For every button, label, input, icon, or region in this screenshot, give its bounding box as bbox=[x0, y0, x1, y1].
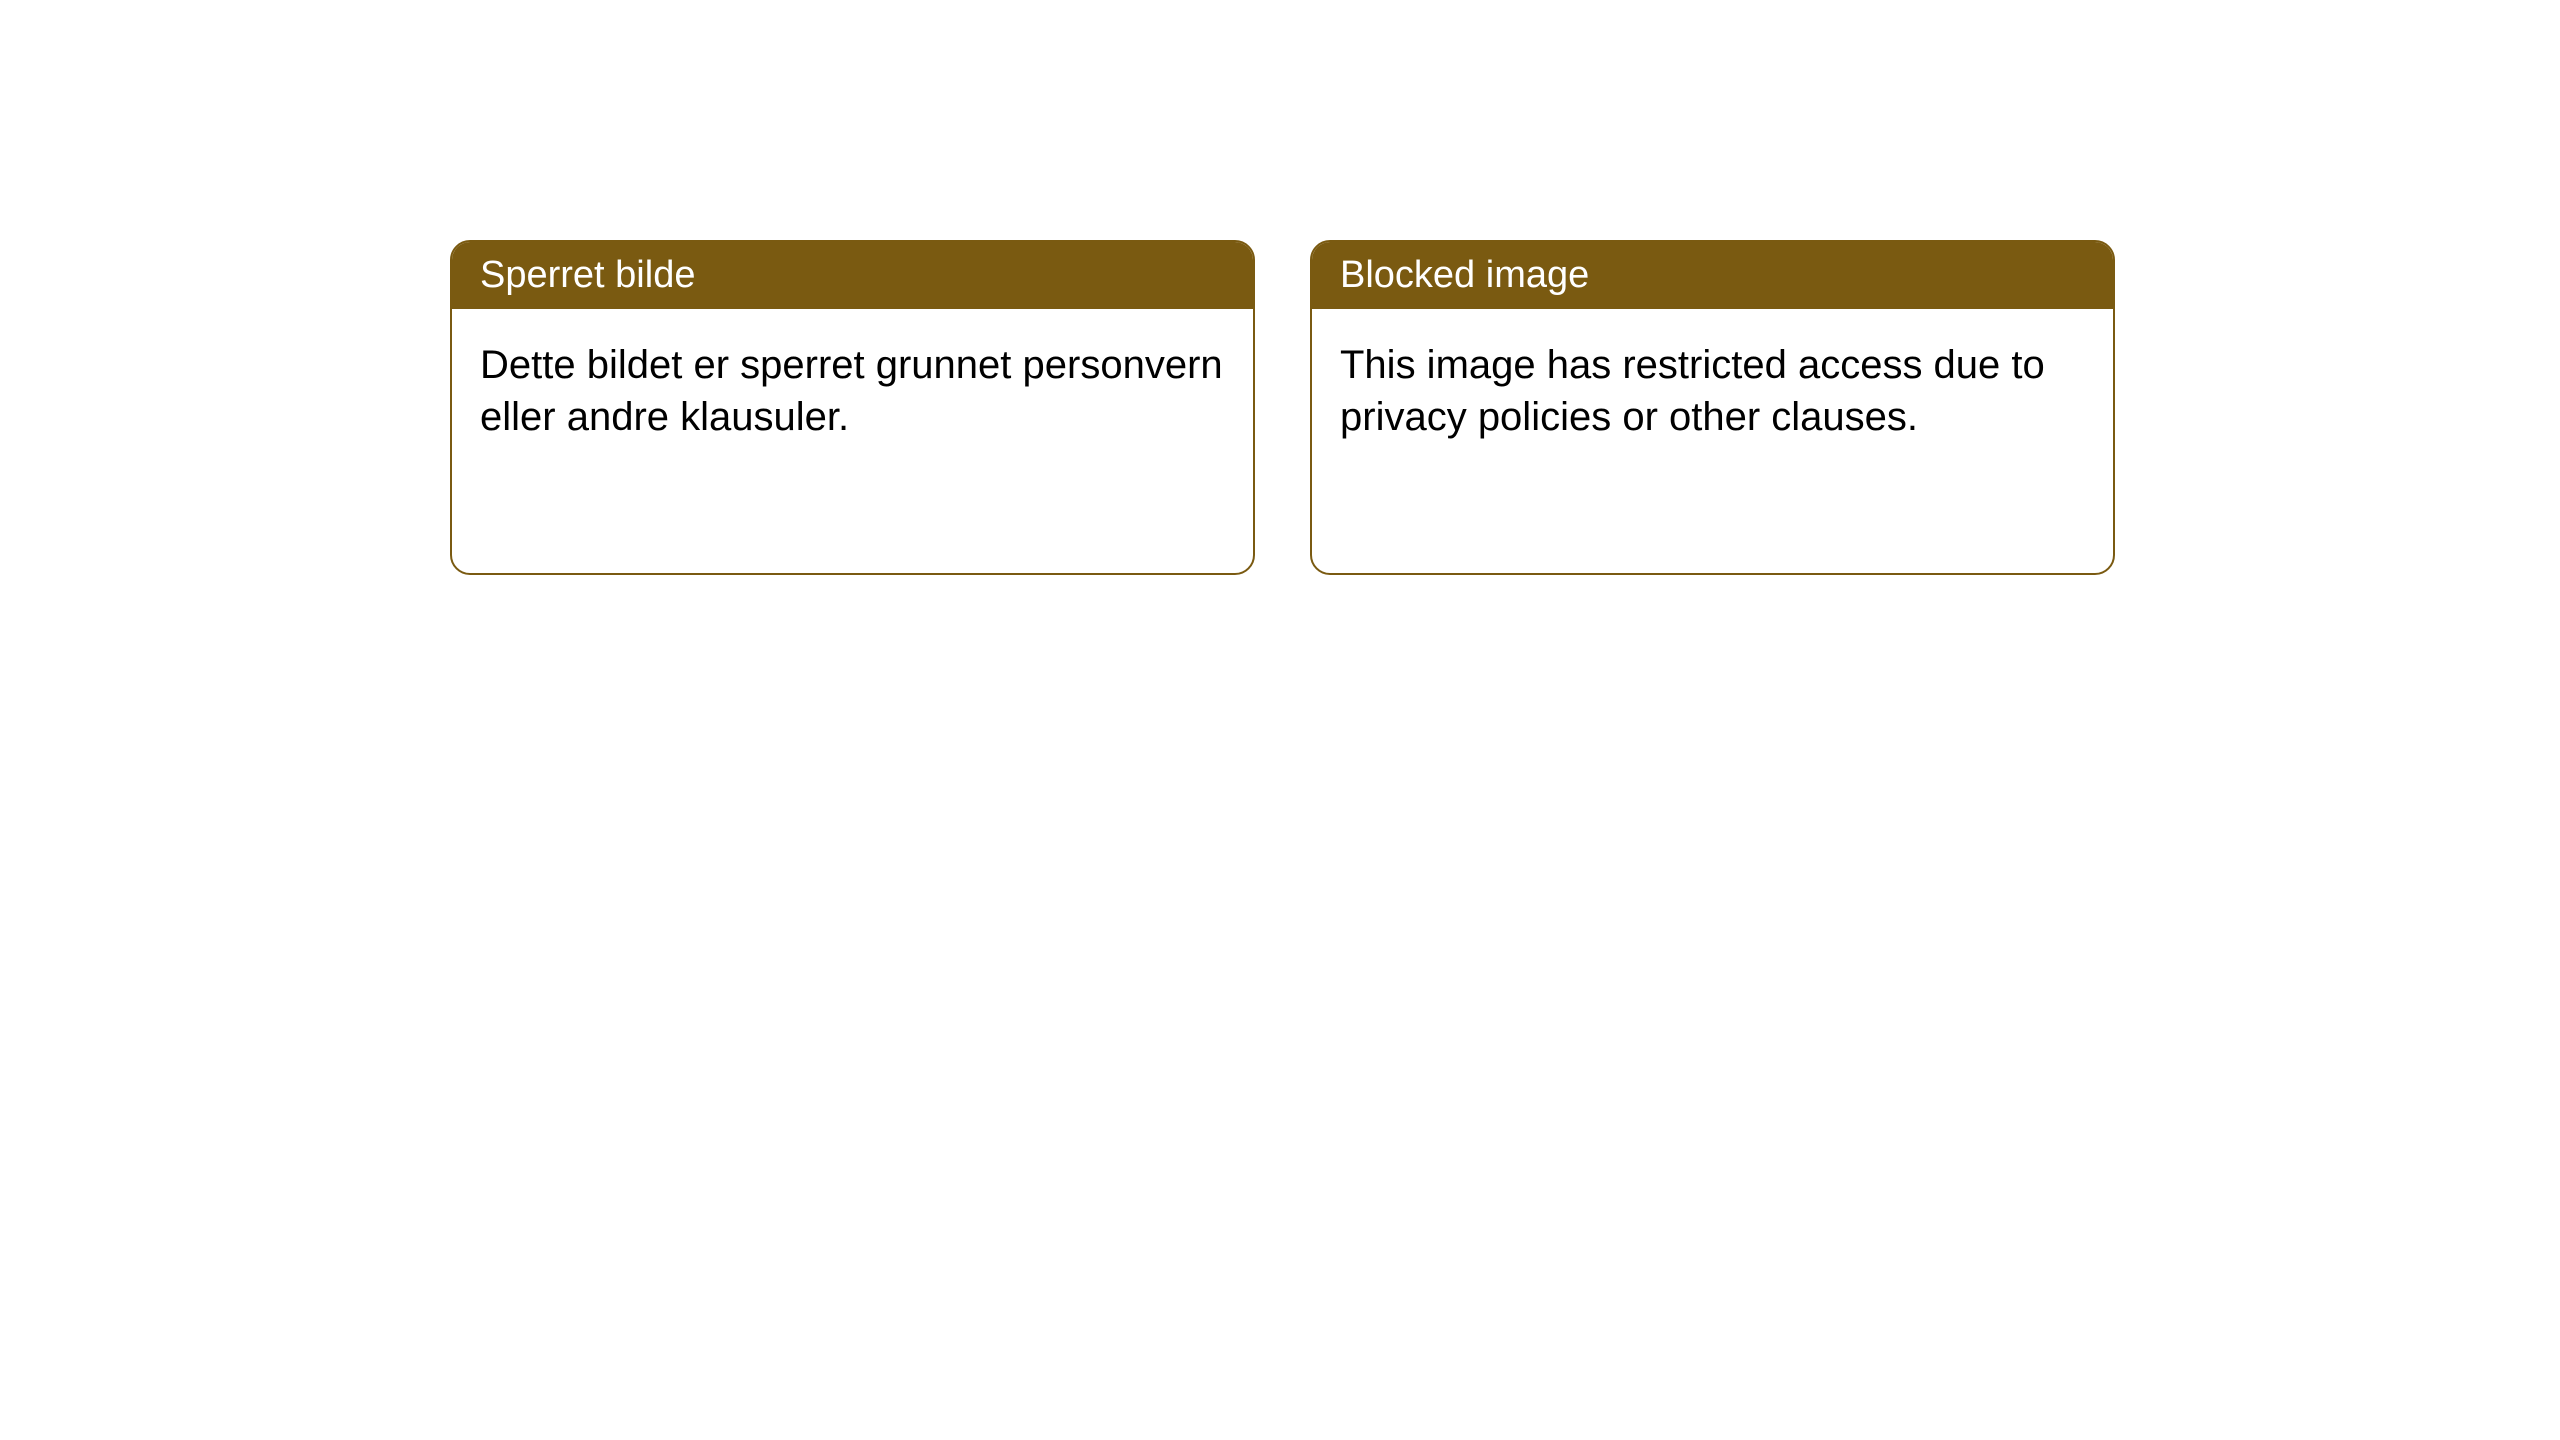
card-title: Sperret bilde bbox=[480, 254, 695, 296]
notice-card-norwegian: Sperret bilde Dette bildet er sperret gr… bbox=[450, 240, 1255, 575]
card-title: Blocked image bbox=[1340, 254, 1589, 296]
card-message: Dette bildet er sperret grunnet personve… bbox=[480, 343, 1223, 439]
notice-card-english: Blocked image This image has restricted … bbox=[1310, 240, 2115, 575]
card-header: Sperret bilde bbox=[452, 242, 1253, 309]
card-header: Blocked image bbox=[1312, 242, 2113, 309]
notice-cards-container: Sperret bilde Dette bildet er sperret gr… bbox=[450, 240, 2115, 575]
card-message: This image has restricted access due to … bbox=[1340, 343, 2045, 439]
card-body: This image has restricted access due to … bbox=[1312, 309, 2113, 473]
card-body: Dette bildet er sperret grunnet personve… bbox=[452, 309, 1253, 473]
